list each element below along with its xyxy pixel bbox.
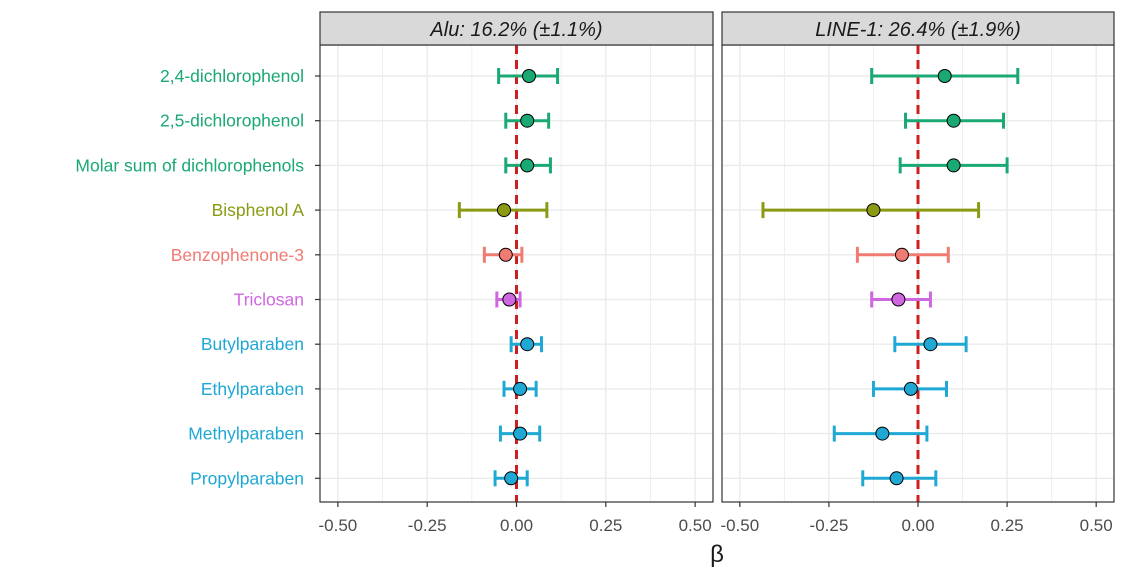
strip-header bbox=[319, 11, 714, 46]
point-estimate bbox=[520, 337, 535, 352]
x-tick-label: 0.50 bbox=[679, 516, 712, 535]
point-estimate bbox=[513, 426, 528, 441]
row-label: Benzophenone-3 bbox=[171, 245, 304, 265]
point-estimate bbox=[520, 113, 535, 128]
x-tick-label: 0.00 bbox=[500, 516, 533, 535]
point-estimate bbox=[496, 203, 511, 218]
row-label: Molar sum of dichlorophenols bbox=[75, 155, 304, 175]
x-axis-title: β bbox=[710, 541, 724, 568]
row-label: 2,5-dichlorophenol bbox=[160, 111, 304, 131]
point-estimate bbox=[866, 203, 881, 218]
row-label: Propylparaben bbox=[190, 468, 304, 488]
x-tick-label: -0.50 bbox=[720, 516, 759, 535]
x-tick-label: -0.25 bbox=[810, 516, 849, 535]
x-tick-label: -0.50 bbox=[318, 516, 357, 535]
row-label: Triclosan bbox=[234, 290, 304, 310]
strip-header bbox=[721, 11, 1115, 46]
point-estimate bbox=[520, 158, 535, 173]
row-label: Bisphenol A bbox=[212, 200, 305, 220]
x-tick-label: 0.50 bbox=[1080, 516, 1113, 535]
x-tick-label: 0.25 bbox=[589, 516, 622, 535]
panel-title: Alu: 16.2% (±1.1%) bbox=[429, 19, 602, 41]
point-estimate bbox=[923, 337, 938, 352]
point-estimate bbox=[937, 69, 952, 83]
point-estimate bbox=[889, 471, 904, 486]
point-estimate bbox=[903, 381, 918, 396]
x-tick-label: -0.25 bbox=[408, 516, 447, 535]
row-label: 2,4-dichlorophenol bbox=[160, 66, 304, 86]
point-estimate bbox=[513, 381, 528, 396]
point-estimate bbox=[875, 426, 890, 441]
point-estimate bbox=[946, 113, 961, 128]
row-label: Methylparaben bbox=[188, 424, 304, 444]
point-estimate bbox=[522, 69, 537, 83]
point-estimate bbox=[891, 292, 906, 307]
point-estimate bbox=[894, 247, 909, 262]
point-estimate bbox=[502, 292, 517, 307]
point-estimate bbox=[946, 158, 961, 173]
x-tick-label: 0.00 bbox=[901, 516, 934, 535]
row-label: Butylparaben bbox=[201, 334, 304, 354]
x-tick-label: 0.25 bbox=[991, 516, 1024, 535]
point-estimate bbox=[504, 471, 519, 486]
row-label: Ethylparaben bbox=[201, 379, 304, 399]
point-estimate bbox=[498, 247, 513, 262]
panel-title: LINE-1: 26.4% (±1.9%) bbox=[815, 19, 1021, 41]
